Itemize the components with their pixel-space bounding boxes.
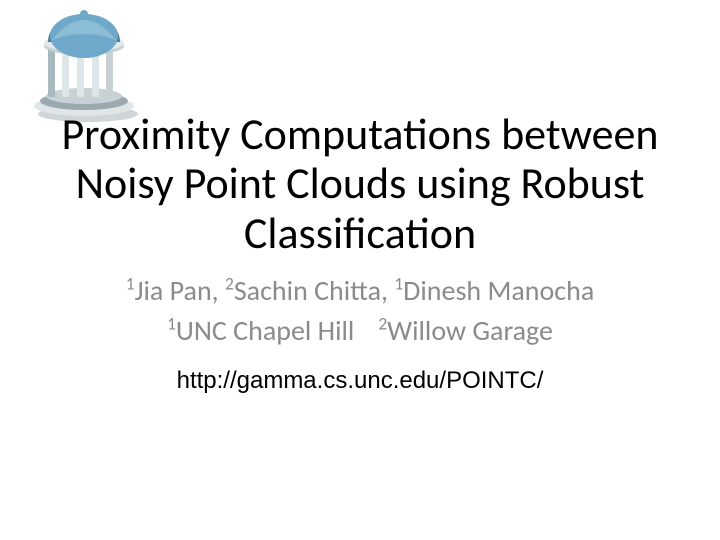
affil-name: Willow Garage xyxy=(387,313,553,348)
project-url: http://gamma.cs.unc.edu/POINTC/ xyxy=(60,367,660,395)
author-sup: 1 xyxy=(126,272,135,294)
slide-title: Proximity Computations between Noisy Poi… xyxy=(60,110,660,258)
author-name: Jia Pan xyxy=(135,273,212,308)
affiliations-line: 1UNC Chapel Hill 2Willow Garage xyxy=(60,312,660,350)
content-block: Proximity Computations between Noisy Poi… xyxy=(0,110,720,395)
author-name: Dinesh Manocha xyxy=(403,273,594,308)
affil-name: UNC Chapel Hill xyxy=(176,313,354,348)
slide: Proximity Computations between Noisy Poi… xyxy=(0,0,720,540)
author-sup: 1 xyxy=(394,272,403,294)
author-sup: 2 xyxy=(225,272,234,294)
affil-sup: 1 xyxy=(167,312,176,334)
authors-line: 1Jia Pan, 2Sachin Chitta, 1Dinesh Manoch… xyxy=(60,272,660,310)
affil-sup: 2 xyxy=(378,312,387,334)
author-name: Sachin Chitta xyxy=(234,273,381,308)
